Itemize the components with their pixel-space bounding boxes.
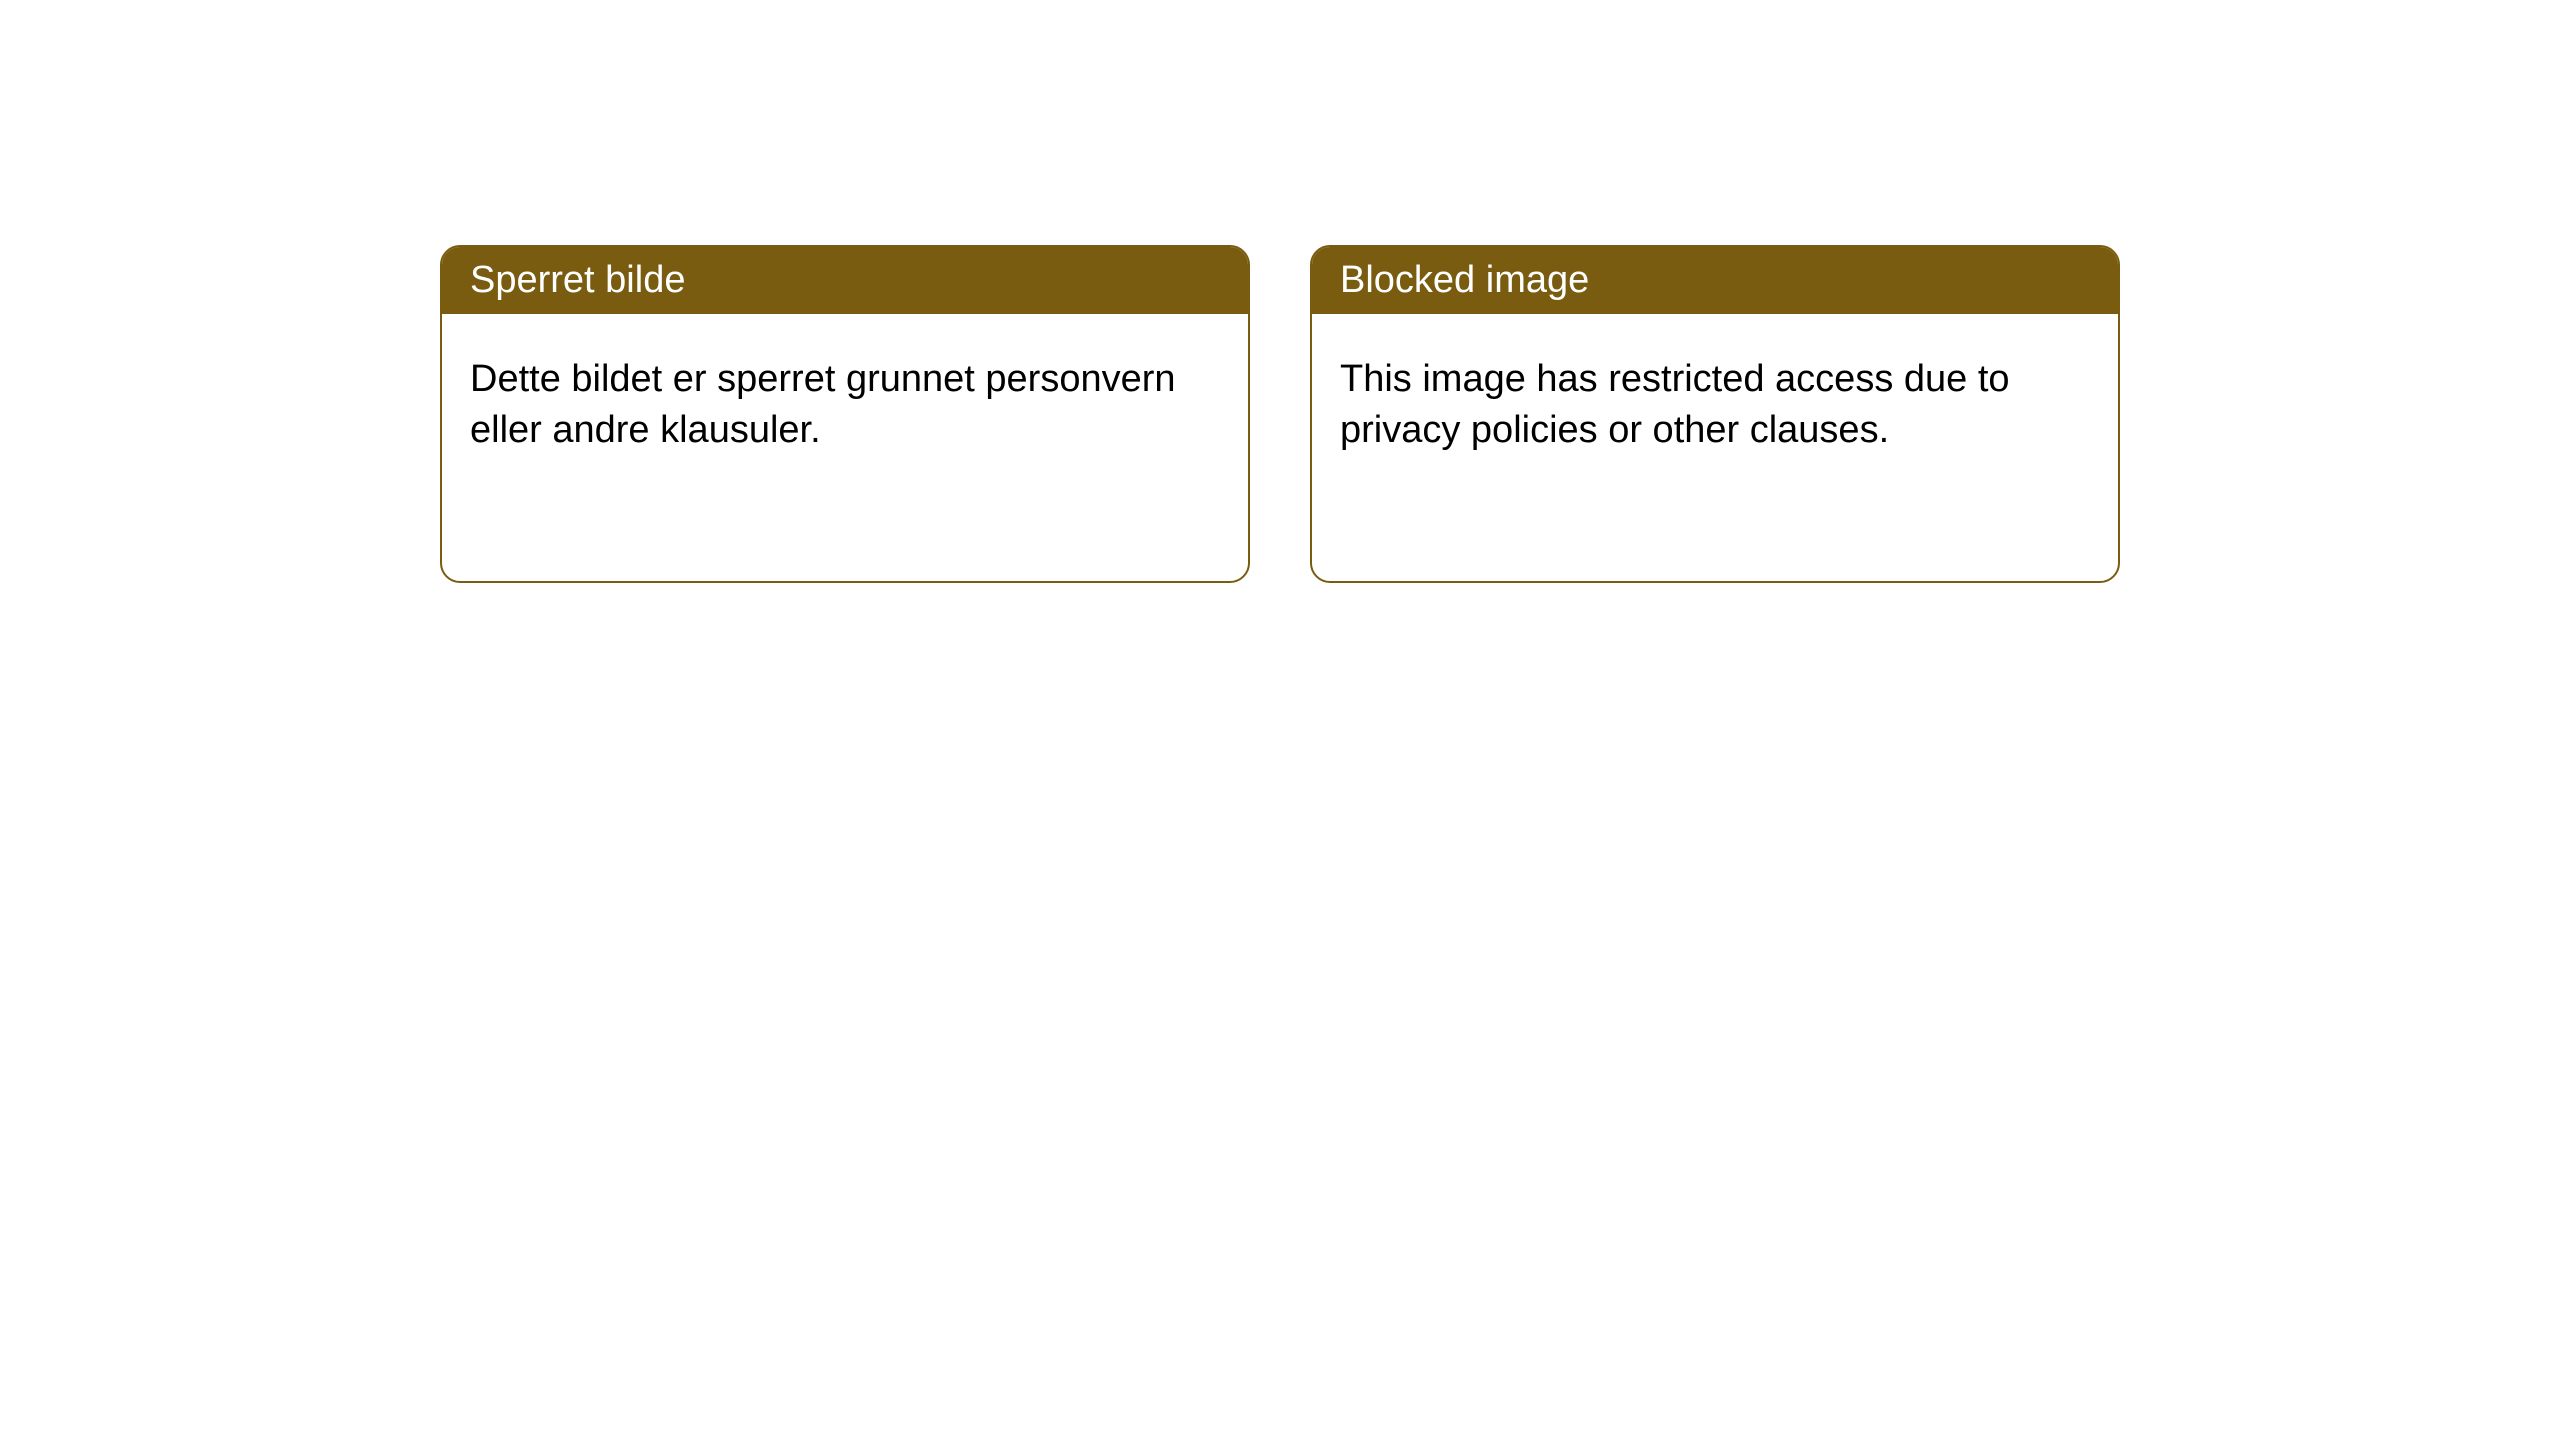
card-title: Blocked image — [1340, 259, 1589, 301]
card-title: Sperret bilde — [470, 259, 685, 301]
card-header: Blocked image — [1312, 247, 2118, 314]
card-body-text: This image has restricted access due to … — [1340, 358, 2010, 451]
card-header: Sperret bilde — [442, 247, 1248, 314]
card-body: Dette bildet er sperret grunnet personve… — [442, 314, 1248, 497]
cards-container: Sperret bilde Dette bildet er sperret gr… — [440, 245, 2120, 1440]
blocked-image-card-en: Blocked image This image has restricted … — [1310, 245, 2120, 583]
card-body: This image has restricted access due to … — [1312, 314, 2118, 497]
card-body-text: Dette bildet er sperret grunnet personve… — [470, 358, 1176, 451]
blocked-image-card-no: Sperret bilde Dette bildet er sperret gr… — [440, 245, 1250, 583]
